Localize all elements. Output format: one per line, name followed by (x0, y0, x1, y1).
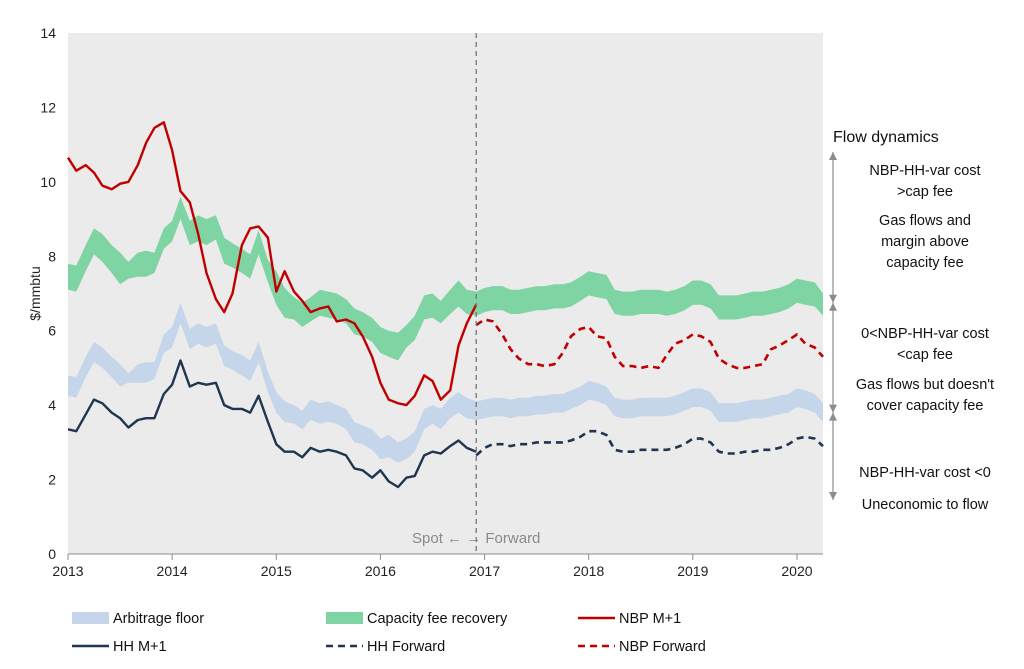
legend-label-arbitrage-floor: Arbitrage floor (113, 611, 204, 627)
zone-arrow-middle-head-up (829, 302, 837, 311)
zone-text-2: <cap fee (897, 347, 953, 363)
zone-text-1: Gas flows and (879, 213, 971, 229)
flow-dynamics-title: Flow dynamics (833, 129, 939, 146)
zone-text-3: Gas flows but doesn't (856, 377, 994, 393)
x-tick-label: 2020 (781, 563, 812, 579)
legend-label-nbp-forward: NBP Forward (619, 639, 706, 655)
zone-text-1: margin above (881, 234, 969, 250)
y-tick-label: 2 (48, 472, 56, 488)
y-axis-label: $/mmbtu (27, 266, 43, 320)
y-tick-label: 12 (40, 99, 56, 115)
legend-label-capacity-fee-recovery: Capacity fee recovery (367, 611, 508, 627)
zone-arrow-lower-head-up (829, 412, 837, 421)
spot-forward-label: Spot ← → Forward (412, 530, 540, 547)
y-tick-label: 0 (48, 546, 56, 562)
x-tick-label: 2014 (157, 563, 188, 579)
zone-arrow-upper-head-down (829, 294, 837, 303)
legend-label-nbp-m-1: NBP M+1 (619, 611, 681, 627)
x-tick-label: 2017 (469, 563, 500, 579)
y-tick-label: 10 (40, 174, 56, 190)
x-tick-label: 2013 (52, 563, 83, 579)
zone-text-2: 0<NBP-HH-var cost (861, 326, 989, 342)
x-tick-label: 2018 (573, 563, 604, 579)
x-tick-label: 2019 (677, 563, 708, 579)
y-tick-label: 6 (48, 323, 56, 339)
zone-text-0: NBP-HH-var cost (869, 163, 980, 179)
band-capacity-fee-recovery (68, 196, 823, 361)
y-tick-label: 4 (48, 397, 56, 413)
line-nbp-m-1 (66, 121, 478, 407)
zone-text-4: NBP-HH-var cost <0 (859, 465, 991, 481)
y-tick-label: 14 (40, 25, 56, 41)
zone-text-5: Uneconomic to flow (862, 497, 989, 513)
legend-swatch-capacity-fee-recovery (326, 612, 363, 624)
x-tick-label: 2015 (261, 563, 292, 579)
y-tick-label: 8 (48, 248, 56, 264)
line-hh-m-1 (67, 359, 477, 489)
line-nbp-forward (475, 318, 824, 370)
legend-swatch-arbitrage-floor (72, 612, 109, 624)
zone-text-3: cover capacity fee (867, 398, 984, 414)
zone-arrow-middle-head-down (829, 404, 837, 413)
x-tick-label: 2016 (365, 563, 396, 579)
zone-arrow-lower-head-down (829, 492, 837, 500)
legend-label-hh-m-1: HH M+1 (113, 639, 167, 655)
zone-arrow-upper-head-up (829, 152, 837, 160)
zone-text-0: >cap fee (897, 184, 953, 200)
legend-label-hh-forward: HH Forward (367, 639, 445, 655)
zone-text-1: capacity fee (886, 255, 963, 271)
line-hh-forward (475, 429, 824, 457)
